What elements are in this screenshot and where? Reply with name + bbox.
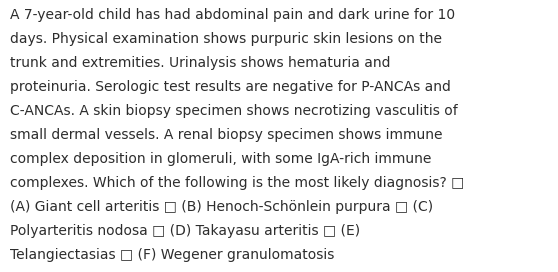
- Text: small dermal vessels. A renal biopsy specimen shows immune: small dermal vessels. A renal biopsy spe…: [10, 128, 442, 142]
- Text: complex deposition in glomeruli, with some IgA-rich immune: complex deposition in glomeruli, with so…: [10, 152, 431, 166]
- Text: days. Physical examination shows purpuric skin lesions on the: days. Physical examination shows purpuri…: [10, 32, 442, 46]
- Text: (A) Giant cell arteritis □ (B) Henoch-Schönlein purpura □ (C): (A) Giant cell arteritis □ (B) Henoch-Sc…: [10, 200, 433, 214]
- Text: trunk and extremities. Urinalysis shows hematuria and: trunk and extremities. Urinalysis shows …: [10, 56, 391, 70]
- Text: A 7-year-old child has had abdominal pain and dark urine for 10: A 7-year-old child has had abdominal pai…: [10, 8, 455, 22]
- Text: Telangiectasias □ (F) Wegener granulomatosis: Telangiectasias □ (F) Wegener granulomat…: [10, 248, 334, 261]
- Text: complexes. Which of the following is the most likely diagnosis? □: complexes. Which of the following is the…: [10, 176, 464, 190]
- Text: Polyarteritis nodosa □ (D) Takayasu arteritis □ (E): Polyarteritis nodosa □ (D) Takayasu arte…: [10, 224, 360, 237]
- Text: C-ANCAs. A skin biopsy specimen shows necrotizing vasculitis of: C-ANCAs. A skin biopsy specimen shows ne…: [10, 104, 458, 118]
- Text: proteinuria. Serologic test results are negative for P-ANCAs and: proteinuria. Serologic test results are …: [10, 80, 451, 94]
